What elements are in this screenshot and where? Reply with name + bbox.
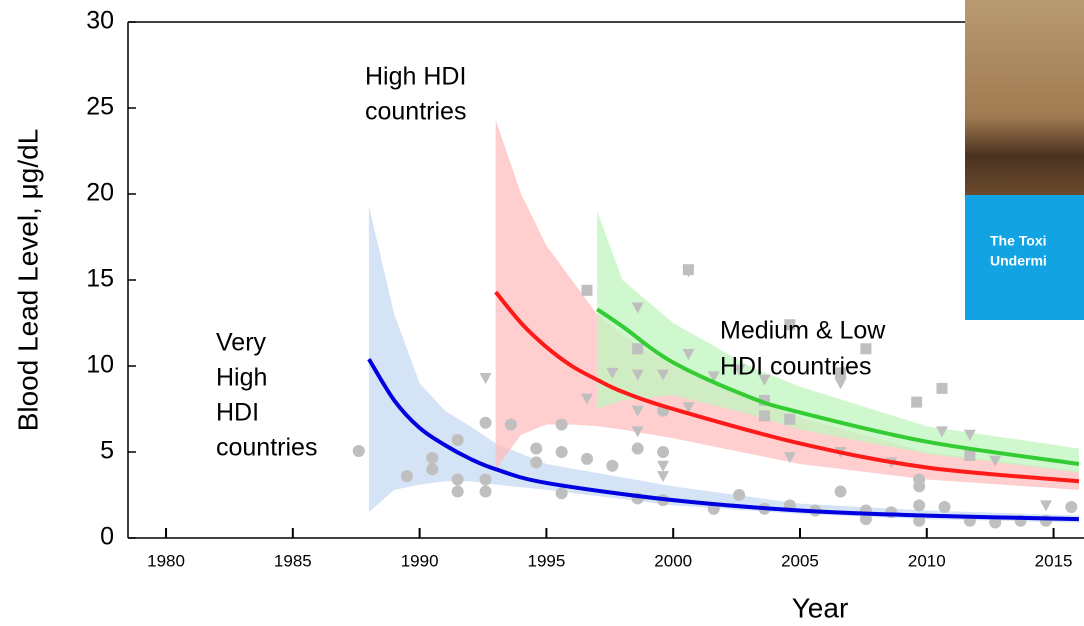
- y-axis-title: Blood Lead Level, μg/dL: [12, 129, 43, 432]
- inset-image: The Toxi Undermi: [965, 0, 1084, 320]
- point: [580, 393, 593, 405]
- y-tick-label: 20: [86, 179, 114, 207]
- x-tick-label: 2010: [908, 551, 946, 570]
- point: [581, 284, 593, 296]
- point: [631, 442, 644, 455]
- annotation: Medium & Low: [720, 317, 886, 345]
- point: [631, 426, 644, 438]
- point: [707, 371, 720, 383]
- point: [451, 473, 464, 486]
- point: [783, 452, 796, 464]
- point: [682, 402, 695, 414]
- inset-photo: [965, 0, 1084, 195]
- inset-banner: [965, 195, 1084, 320]
- point: [580, 452, 593, 465]
- point: [657, 471, 670, 483]
- y-tick-label: 15: [86, 265, 114, 293]
- point: [758, 394, 770, 406]
- y-tick-label: 10: [86, 351, 114, 379]
- point: [657, 369, 670, 381]
- point: [606, 459, 619, 472]
- x-axis-title: Year: [792, 592, 849, 623]
- y-tick-label: 25: [86, 93, 114, 121]
- annotation: countries: [365, 98, 466, 126]
- point: [479, 485, 492, 498]
- point: [784, 413, 796, 425]
- point: [963, 429, 976, 441]
- point: [530, 442, 543, 455]
- point: [758, 410, 770, 422]
- point: [631, 369, 644, 381]
- point: [400, 470, 413, 483]
- point: [631, 405, 644, 417]
- point: [530, 456, 543, 469]
- point: [935, 426, 948, 438]
- inset-text: Undermi: [990, 253, 1047, 269]
- point: [758, 374, 771, 386]
- point: [1039, 500, 1052, 512]
- y-tick-label: 5: [100, 437, 114, 465]
- x-tick-label: 1985: [274, 551, 312, 570]
- point: [936, 382, 948, 394]
- point: [657, 460, 670, 472]
- point: [451, 485, 464, 498]
- point: [451, 433, 464, 446]
- point: [555, 418, 568, 431]
- point: [835, 367, 847, 379]
- point: [631, 302, 644, 314]
- annotation: Very: [216, 329, 267, 357]
- x-tick-label: 1995: [527, 551, 565, 570]
- point: [913, 514, 926, 527]
- y-tick-label: 30: [86, 7, 114, 35]
- inset-text: The Toxi: [990, 233, 1047, 249]
- point: [352, 444, 365, 457]
- point: [860, 343, 872, 355]
- point: [426, 452, 439, 465]
- point: [479, 416, 492, 429]
- annotation: High: [216, 364, 267, 392]
- point: [913, 499, 926, 512]
- x-tick-label: 1980: [147, 551, 185, 570]
- point: [834, 378, 847, 390]
- fit-line: [494, 290, 1080, 484]
- annotation: HDI countries: [720, 353, 871, 381]
- point: [479, 373, 492, 385]
- point: [479, 473, 492, 486]
- fit-line: [596, 307, 1080, 467]
- point: [555, 446, 568, 458]
- annotation: High HDI: [365, 63, 466, 91]
- point: [859, 513, 872, 526]
- annotation: HDI: [216, 399, 259, 427]
- point: [733, 364, 746, 376]
- point: [938, 501, 951, 514]
- point: [1065, 501, 1078, 514]
- x-tick-label: 2015: [1035, 551, 1073, 570]
- point: [632, 343, 644, 355]
- point: [989, 516, 1002, 529]
- point: [911, 396, 923, 408]
- point: [834, 485, 847, 498]
- point: [682, 266, 695, 278]
- point: [682, 348, 695, 360]
- point: [913, 480, 926, 493]
- annotation: countries: [216, 434, 317, 462]
- x-tick-label: 2000: [654, 551, 692, 570]
- point: [606, 367, 619, 379]
- point: [989, 455, 1002, 467]
- point: [426, 463, 439, 476]
- point: [964, 449, 976, 461]
- x-tick-label: 2005: [781, 551, 819, 570]
- point: [555, 487, 568, 500]
- point: [657, 446, 670, 458]
- point: [733, 489, 746, 501]
- fit-line: [367, 358, 1079, 522]
- y-tick-label: 0: [100, 523, 114, 551]
- point: [504, 418, 517, 431]
- x-tick-label: 1990: [401, 551, 439, 570]
- point: [784, 319, 796, 331]
